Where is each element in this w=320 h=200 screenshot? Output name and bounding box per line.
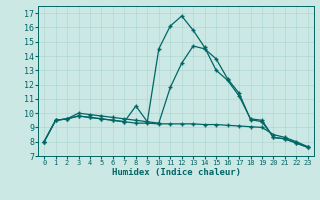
X-axis label: Humidex (Indice chaleur): Humidex (Indice chaleur)	[111, 168, 241, 177]
